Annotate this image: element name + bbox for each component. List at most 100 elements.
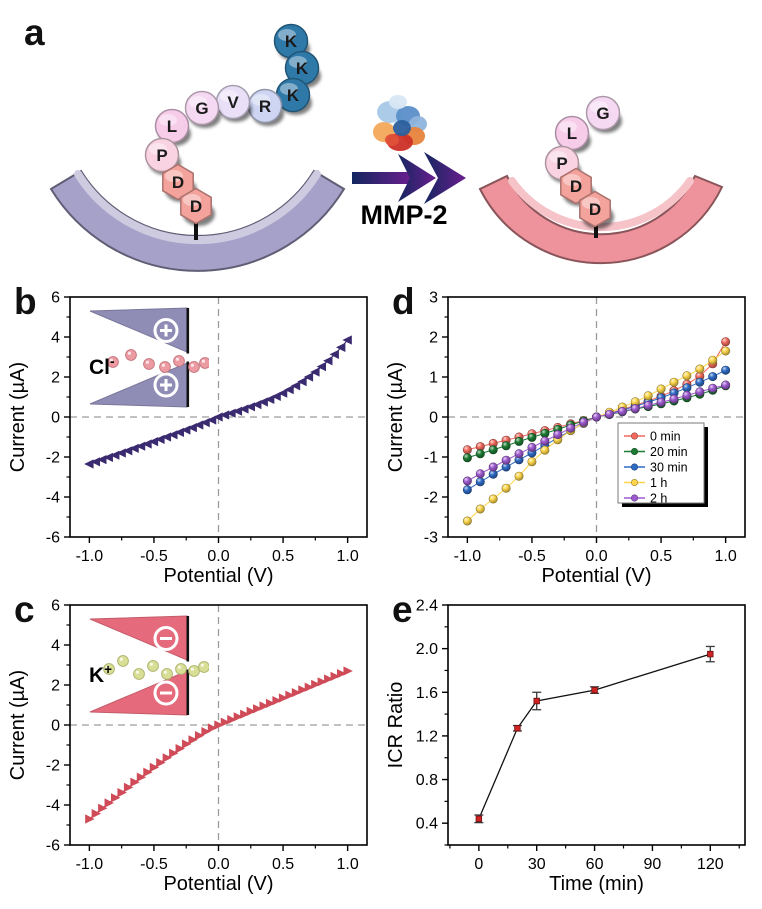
y-axis-title: ICR Ratio — [385, 682, 407, 769]
bead-highlight — [280, 83, 298, 95]
marker-triangle-left — [252, 400, 262, 410]
legend-label: 30 min — [650, 461, 688, 475]
mmp2-arrow — [352, 152, 466, 204]
x-axis-title: Time (min) — [549, 873, 644, 895]
bead-letter: L — [567, 124, 577, 143]
arrow-chevron — [398, 154, 436, 202]
marker-sphere — [682, 383, 692, 393]
bead-letter: D — [589, 200, 601, 219]
panel-a-schematic: a MMP-2 K K K R V G L P D D G L P D D — [0, 0, 762, 281]
marker-sphere — [540, 428, 550, 438]
y-tick-label: 0.8 — [416, 772, 438, 789]
y-tick-label: 1 — [429, 370, 438, 387]
y-axis-title: Current (µA) — [7, 670, 29, 780]
bead-hexagon — [579, 190, 611, 228]
residue-bead-L: L — [154, 108, 191, 146]
x-tick-label: -0.5 — [140, 856, 168, 873]
marker-sphere — [514, 436, 524, 446]
marker-triangle-left — [84, 459, 94, 469]
bead-letter: P — [556, 154, 567, 173]
marker-triangle-right — [123, 782, 134, 792]
chart-c: -1.0 -0.5 0.0 0.5 1.0 -6 -4 -2 0 2 4 6 Potential (V)… — [7, 598, 368, 895]
x-tick-label: 0.0 — [585, 548, 607, 565]
marker-sphere — [708, 372, 718, 382]
y-tick-label: -4 — [46, 798, 60, 815]
residue-bead-G: G — [585, 95, 622, 133]
marker-sphere — [540, 436, 550, 446]
panel-d-iv-time-series: d -1.0 -0.5 0.0 0.5 1.0 -3 -2 -1 0 1 2 3 Potential (… — [384, 281, 759, 587]
marker-sphere — [708, 383, 718, 393]
marker-triangle-right — [214, 720, 224, 730]
residue-bead-G: G — [184, 90, 221, 128]
enzyme-blob-part — [393, 120, 411, 136]
marker-triangle-right — [104, 798, 114, 808]
bead-highlight — [252, 94, 270, 106]
panel-b-iv-chart-cl: b -1.0 -0.5 0.0 0.5 1.0 -6 -4 -2 0 2 4 6 Potential (… — [6, 281, 381, 587]
marker-triangle-right — [311, 679, 321, 689]
bead-letter: L — [167, 117, 177, 136]
marker-sphere — [462, 453, 472, 463]
marker-sphere — [630, 404, 640, 414]
marker-sphere — [656, 397, 666, 407]
residue-bead-K: K — [273, 23, 310, 61]
marker-triangle-left — [290, 381, 301, 391]
arrow-bar — [352, 172, 412, 184]
marker-triangle-right — [253, 704, 263, 714]
marker-sphere — [643, 391, 653, 401]
marker-triangle-right — [130, 777, 140, 787]
chart-d: -1.0 -0.5 0.0 0.5 1.0 -3 -2 -1 0 1 2 3 Potential (V)… — [385, 290, 746, 587]
legend-label: 0 min — [650, 430, 681, 444]
marker-triangle-left — [335, 342, 346, 352]
bead-letter: G — [195, 99, 208, 118]
chart-b: -1.0 -0.5 0.0 0.5 1.0 -6 -4 -2 0 2 4 6 Potential (V)… — [7, 290, 368, 587]
marker-sphere — [669, 394, 679, 404]
marker-triangle-right — [136, 772, 147, 782]
residue-bead-L: L — [554, 115, 591, 153]
marker-triangle-left — [277, 388, 288, 398]
y-tick-label: -2 — [424, 490, 438, 507]
marker-triangle-left — [219, 410, 230, 420]
marker-triangle-left — [329, 349, 339, 359]
membrane-left-highlight — [74, 170, 321, 245]
marker-triangle-left — [206, 415, 217, 425]
bead-hexagon — [180, 187, 212, 225]
marker-triangle-right — [175, 744, 185, 754]
bead-highlight — [189, 96, 207, 108]
marker-square — [707, 650, 714, 658]
y-tick-label: 2 — [51, 370, 60, 387]
marker-triangle-left — [258, 397, 268, 407]
y-tick-label: 6 — [51, 598, 60, 615]
plot-area-c: -1.0 -0.5 0.0 0.5 1.0 -6 -4 -2 0 2 4 6 Potential (V)… — [7, 598, 368, 895]
x-tick-label: 1.0 — [715, 548, 737, 565]
marker-triangle-right — [298, 685, 308, 695]
x-tick-label: 0.5 — [272, 548, 294, 565]
legend-label: 20 min — [650, 445, 688, 459]
marker-triangle-right — [317, 677, 328, 687]
marker-triangle-left — [303, 372, 314, 382]
marker-triangle-right — [207, 723, 218, 733]
marker-square — [591, 686, 598, 694]
x-axis-title: Potential (V) — [163, 565, 273, 587]
bead-highlight — [563, 174, 581, 186]
y-tick-label: -3 — [424, 530, 438, 547]
y-tick-label: -2 — [46, 758, 60, 775]
marker-sphere — [527, 432, 537, 442]
marker-sphere — [488, 494, 498, 504]
bead-letter: R — [259, 97, 271, 116]
bead-highlight — [582, 197, 600, 209]
marker-sphere — [501, 441, 511, 451]
marker-triangle-right — [110, 793, 121, 803]
bead-highlight — [183, 194, 201, 206]
marker-triangle-right — [117, 788, 127, 798]
marker-triangle-left — [226, 408, 236, 418]
marker-square — [533, 697, 540, 705]
marker-sphere — [682, 371, 692, 381]
x-tick-label: 0.0 — [207, 856, 229, 873]
marker-sphere — [721, 337, 731, 347]
marker-triangle-left — [316, 362, 327, 372]
marker-triangle-right — [143, 767, 153, 777]
x-axis-title: Potential (V) — [541, 565, 651, 587]
bead-circle — [184, 90, 220, 126]
marker-sphere — [501, 455, 511, 465]
